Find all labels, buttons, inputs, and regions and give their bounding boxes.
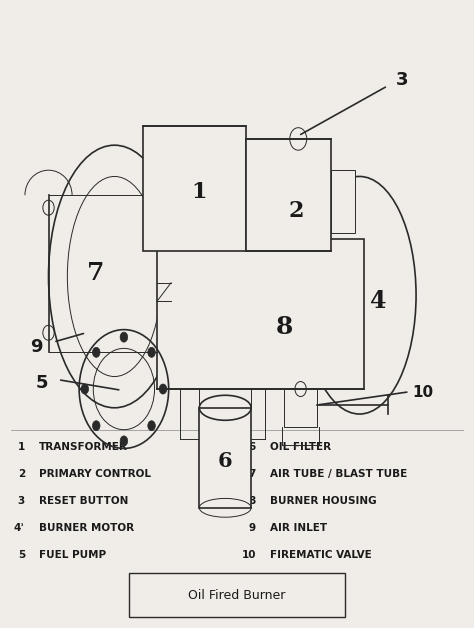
Text: 3: 3 [18, 496, 25, 506]
Text: FIREMATIC VALVE: FIREMATIC VALVE [270, 550, 372, 560]
Circle shape [148, 421, 155, 431]
Text: 3: 3 [396, 70, 408, 89]
FancyBboxPatch shape [157, 239, 364, 389]
Text: 8: 8 [275, 315, 293, 338]
FancyBboxPatch shape [128, 573, 346, 617]
Text: Oil Fired Burner: Oil Fired Burner [188, 589, 286, 602]
Text: PRIMARY CONTROL: PRIMARY CONTROL [39, 469, 151, 479]
FancyBboxPatch shape [246, 139, 331, 251]
Text: RESET BUTTON: RESET BUTTON [39, 496, 128, 506]
Circle shape [120, 436, 128, 446]
Text: 6: 6 [248, 442, 256, 452]
Text: 10: 10 [412, 385, 434, 399]
Circle shape [148, 347, 155, 357]
Text: 5: 5 [35, 374, 48, 392]
FancyBboxPatch shape [331, 170, 355, 233]
Text: 2: 2 [288, 200, 304, 222]
Circle shape [159, 384, 167, 394]
Text: TRANSFORMER: TRANSFORMER [39, 442, 128, 452]
Text: 9: 9 [249, 523, 256, 533]
Circle shape [92, 421, 100, 431]
Text: 7: 7 [87, 261, 104, 285]
Text: 2: 2 [18, 469, 25, 479]
Circle shape [81, 384, 89, 394]
Circle shape [92, 347, 100, 357]
Text: BURNER MOTOR: BURNER MOTOR [39, 523, 134, 533]
Text: 4ʾ: 4ʾ [14, 523, 25, 533]
Circle shape [120, 332, 128, 342]
Text: 1: 1 [18, 442, 25, 452]
Text: 5: 5 [18, 550, 25, 560]
Text: AIR INLET: AIR INLET [270, 523, 327, 533]
Text: OIL FILTER: OIL FILTER [270, 442, 331, 452]
FancyBboxPatch shape [284, 389, 317, 426]
Text: 8: 8 [248, 496, 256, 506]
Text: BURNER HOUSING: BURNER HOUSING [270, 496, 377, 506]
FancyBboxPatch shape [143, 126, 246, 251]
Text: 9: 9 [30, 338, 43, 356]
Text: 4: 4 [370, 290, 387, 313]
Text: FUEL PUMP: FUEL PUMP [39, 550, 106, 560]
Text: 7: 7 [248, 469, 256, 479]
Text: 6: 6 [218, 451, 233, 471]
FancyBboxPatch shape [199, 408, 251, 508]
Text: 10: 10 [241, 550, 256, 560]
Text: 1: 1 [191, 181, 207, 203]
Text: AIR TUBE / BLAST TUBE: AIR TUBE / BLAST TUBE [270, 469, 407, 479]
